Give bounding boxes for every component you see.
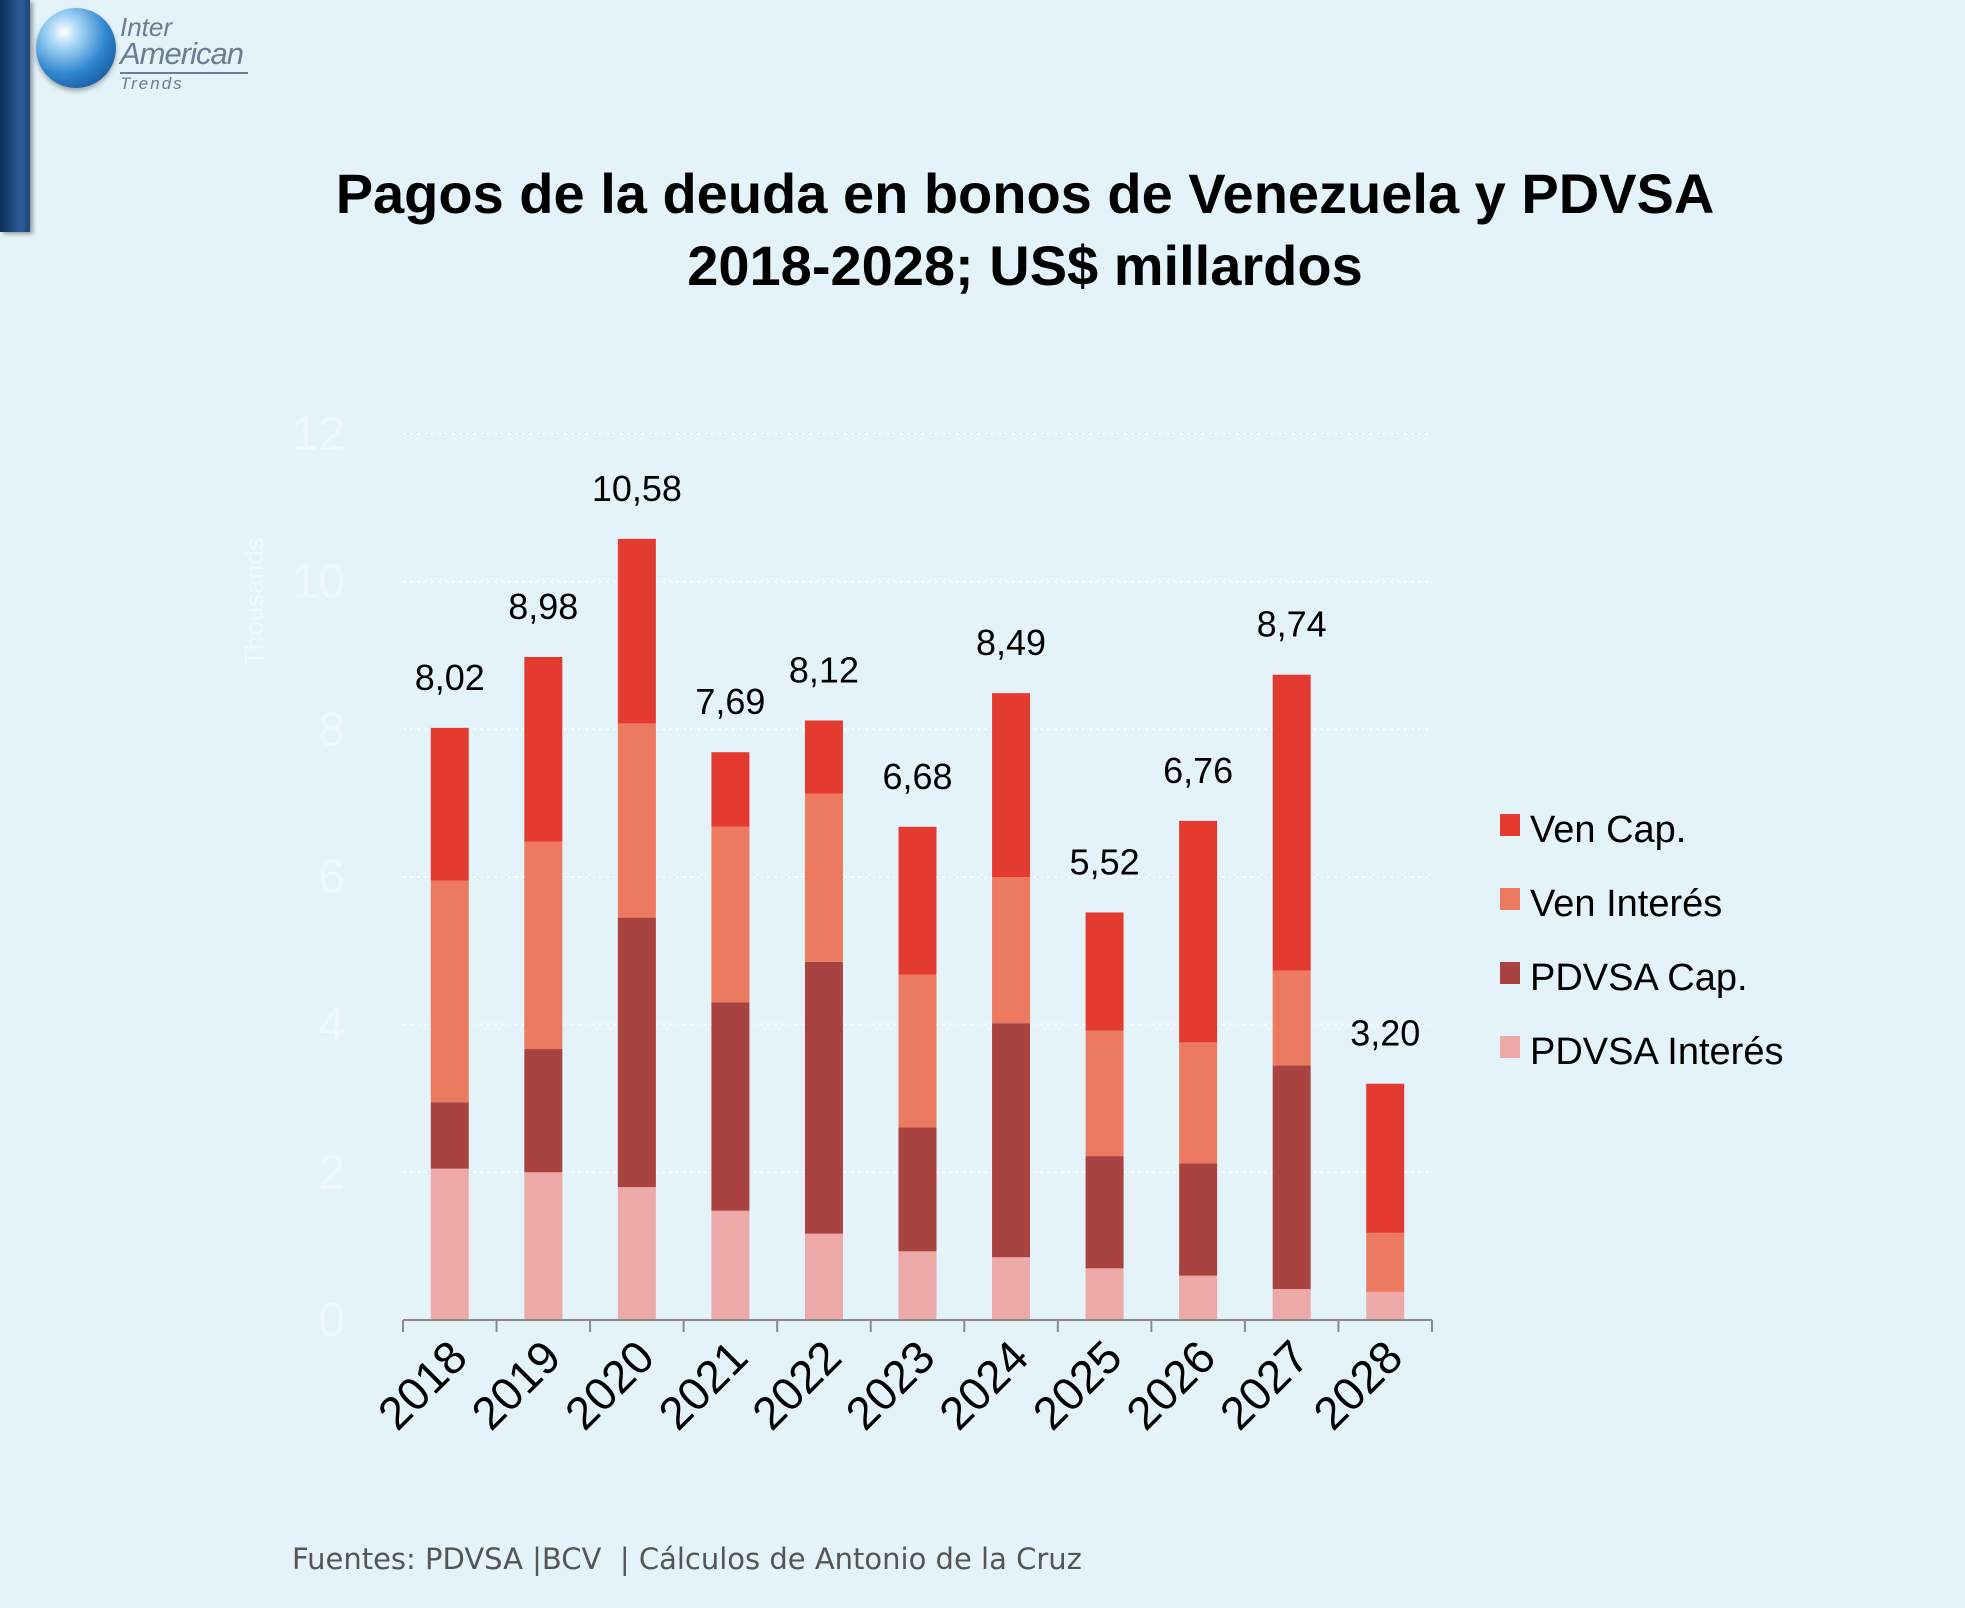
bar-segment [1272,674,1311,971]
bar-segment [711,1210,750,1320]
legend-swatch [1500,962,1520,984]
y-tick-label: 12 [292,408,345,461]
bar-segment [1366,1291,1405,1320]
x-tick-label: 2019 [461,1330,570,1439]
bar-segment [992,1023,1031,1258]
bar-segment [430,880,469,1103]
y-axis-label: Thousands [239,537,269,666]
x-tick-label: 2027 [1210,1330,1319,1439]
y-tick-label: 10 [292,556,345,609]
bar-segment [1085,1156,1124,1269]
x-tick-label: 2022 [742,1330,851,1439]
bar-segment [524,1049,563,1173]
bar-segment [617,538,656,724]
y-tick-label: 6 [318,851,345,904]
bar-segment [1366,1083,1405,1233]
bar-segment [524,841,563,1050]
x-tick-label: 2025 [1023,1330,1132,1439]
total-data-label: 8,02 [415,657,485,698]
bar-segment [804,961,843,1234]
total-data-label: 8,12 [789,649,859,690]
x-tick-label: 2018 [368,1330,477,1439]
total-data-label: 7,69 [695,681,765,722]
legend-swatch [1500,888,1520,910]
bar-segment [992,877,1031,1024]
sources-footer: Fuentes: PDVSA |BCV | Cálculos de Antoni… [292,1542,1082,1576]
logo-text-inter: Inter [120,12,173,42]
bar-segment [430,1168,469,1320]
logo-text-american: American [120,36,244,71]
x-tick-label: 2026 [1116,1330,1225,1439]
bar-segment [898,1251,937,1320]
bar-segment [1366,1232,1405,1292]
bar-segment [1179,820,1218,1043]
bar-segment [898,826,937,975]
bar-segment [898,974,937,1128]
bar-segment [524,656,563,842]
total-data-label: 10,58 [592,468,682,509]
bar-segment [1179,1275,1218,1320]
legend-swatch [1500,814,1520,836]
chart-title-line-2: 2018-2028; US$ millardos [687,234,1363,297]
globe-icon [36,8,116,88]
x-tick-label: 2023 [835,1330,944,1439]
bar-segment [430,727,469,881]
x-tick-label: 2028 [1303,1330,1412,1439]
bar-segment [617,917,656,1188]
legend-swatch [1500,1036,1520,1058]
bar-segment [1085,912,1124,1031]
y-tick-label: 2 [318,1146,345,1199]
total-data-label: 8,49 [976,622,1046,663]
left-accent-bar [0,0,30,232]
inter-american-trends-logo: Inter American Trends [36,6,256,96]
total-data-label: 8,98 [508,586,578,627]
bar-segment [1272,1065,1311,1289]
bar-segment [804,793,843,962]
bar-segment [1179,1042,1218,1164]
bar-segment [898,1127,937,1252]
bar-segment [992,1257,1031,1320]
y-tick-label: 4 [318,999,345,1052]
bar-segment [617,723,656,918]
bar-segment [1085,1268,1124,1320]
bar-segment [430,1102,469,1169]
bar-segment [1179,1163,1218,1276]
y-tick-label: 0 [318,1294,345,1347]
x-tick-label: 2021 [648,1330,757,1439]
chart-title: Pagos de la deuda en bonos de Venezuela … [225,158,1825,302]
logo-rule [120,72,248,74]
bar-segment [1085,1030,1124,1157]
total-data-label: 6,76 [1163,750,1233,791]
x-tick-label: 2024 [929,1330,1038,1439]
bar-segment [524,1172,563,1320]
total-data-label: 5,52 [1070,841,1140,882]
total-data-label: 8,74 [1257,604,1327,645]
y-tick-label: 8 [318,703,345,756]
total-data-label: 3,20 [1350,1013,1420,1054]
legend-label: Ven Interés [1530,883,1722,925]
bar-segment [711,826,750,1003]
bar-segment [992,693,1031,877]
bar-segment [804,720,843,794]
bar-segment [1272,970,1311,1066]
x-tick-label: 2020 [555,1330,664,1439]
bar-segment [804,1233,843,1320]
chart-title-line-1: Pagos de la deuda en bonos de Venezuela … [335,162,1715,225]
total-data-label: 6,68 [882,756,952,797]
bar-segment [1272,1288,1311,1320]
bar-segment [711,1002,750,1211]
legend-label: PDVSA Cap. [1530,957,1748,999]
legend-label: PDVSA Interés [1530,1031,1783,1073]
bar-segment [711,752,750,827]
legend-label: Ven Cap. [1530,809,1686,851]
logo-text-trends: Trends [120,74,184,93]
bar-segment [617,1187,656,1320]
